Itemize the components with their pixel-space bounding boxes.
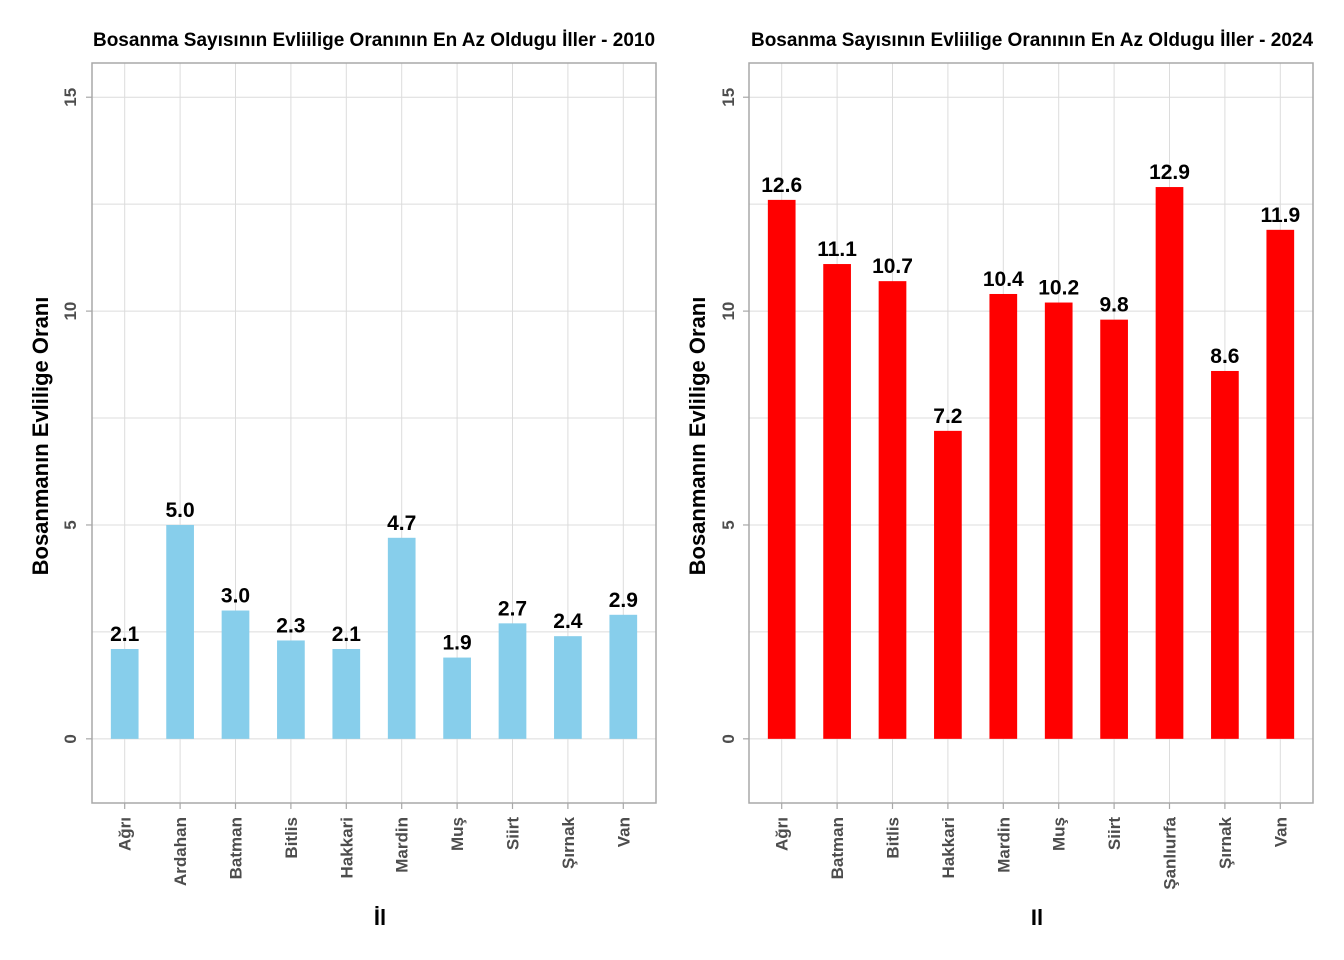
bar-8 bbox=[498, 623, 527, 739]
data-label-6: 10.2 bbox=[1038, 277, 1079, 300]
x-tick-label-5: Mardin bbox=[994, 817, 1013, 873]
x-tick-label-1: Ağrı bbox=[773, 817, 792, 851]
x-tick-label-5: Hakkari bbox=[337, 817, 356, 878]
x-tick-label-2: Batman bbox=[828, 817, 847, 879]
x-tick-label-10: Van bbox=[1271, 817, 1290, 847]
x-tick-label-8: Siirt bbox=[504, 817, 523, 850]
bar-10 bbox=[1266, 229, 1295, 739]
data-label-8: 12.9 bbox=[1149, 161, 1190, 184]
y-tick-label-1: 0 bbox=[719, 734, 738, 743]
x-tick-label-6: Mardin bbox=[393, 817, 412, 873]
x-tick-label-7: Siirt bbox=[1105, 817, 1124, 850]
bar-1 bbox=[767, 199, 796, 739]
y-axis-label: Bosanmanın Evlilige Oranı bbox=[685, 297, 710, 576]
x-tick-label-4: Bitlis bbox=[282, 817, 301, 859]
x-tick-label-4: Hakkari bbox=[939, 817, 958, 878]
x-tick-label-3: Batman bbox=[227, 817, 246, 879]
data-label-2: 11.1 bbox=[817, 238, 857, 261]
bar-9 bbox=[1211, 370, 1239, 739]
x-tick-label-9: Şırnak bbox=[1216, 816, 1235, 869]
y-tick-label-1: 0 bbox=[61, 734, 80, 743]
bar-3 bbox=[221, 610, 250, 739]
bar-5 bbox=[989, 293, 1018, 739]
bar-2 bbox=[166, 524, 194, 739]
x-tick-label-7: Muş bbox=[448, 817, 467, 851]
x-tick-label-1: Ağrı bbox=[116, 817, 135, 851]
data-label-7: 1.9 bbox=[442, 632, 471, 655]
data-label-9: 8.6 bbox=[1210, 345, 1239, 368]
bar-10 bbox=[609, 614, 638, 739]
y-tick-label-4: 15 bbox=[719, 88, 738, 107]
bar-8 bbox=[1155, 187, 1184, 739]
data-label-10: 2.9 bbox=[609, 589, 638, 612]
data-label-5: 2.1 bbox=[332, 623, 362, 646]
data-label-1: 2.1 bbox=[110, 623, 140, 646]
x-tick-label-6: Muş bbox=[1050, 817, 1069, 851]
x-tick-label-3: Bitlis bbox=[884, 817, 903, 859]
plot-frame bbox=[91, 62, 657, 804]
bar-2 bbox=[823, 264, 851, 739]
bar-7 bbox=[1100, 319, 1128, 739]
x-axis-label: Il bbox=[1031, 905, 1043, 930]
data-label-7: 9.8 bbox=[1099, 294, 1129, 317]
bar-6 bbox=[387, 537, 416, 739]
x-axis-label: İl bbox=[374, 905, 386, 930]
y-axis-label: Bosanmanın Evlilige Oranı bbox=[28, 297, 53, 576]
chart-title: Bosanma Sayısının Evliilige Oranının En … bbox=[751, 30, 1313, 51]
bar-5 bbox=[332, 649, 361, 739]
chart-panel-1: 2.1 5.0 3.0 2.3 2.1 4.7 1.9 2.7 2.4 2.9 0 5 10 15 Ağrı… bbox=[28, 30, 657, 930]
data-label-9: 2.4 bbox=[553, 610, 583, 633]
bar-6 bbox=[1044, 302, 1073, 739]
y-tick-label-2: 5 bbox=[61, 520, 80, 529]
bar-3 bbox=[878, 281, 907, 739]
y-tick-label-3: 10 bbox=[719, 302, 738, 321]
data-label-4: 7.2 bbox=[933, 405, 962, 428]
plot-frame bbox=[748, 62, 1314, 804]
data-label-1: 12.6 bbox=[761, 174, 802, 197]
data-label-3: 10.7 bbox=[872, 255, 913, 278]
chart-panel-2: 12.6 11.1 10.7 7.2 10.4 10.2 9.8 12.9 8.6 11.9 0 5 1… bbox=[685, 30, 1314, 930]
bar-1 bbox=[110, 649, 139, 739]
data-label-10: 11.9 bbox=[1260, 204, 1300, 227]
data-label-5: 10.4 bbox=[983, 268, 1024, 291]
x-tick-label-2: Ardahan bbox=[171, 817, 190, 886]
data-label-4: 2.3 bbox=[276, 614, 305, 637]
bar-4 bbox=[934, 430, 962, 739]
y-tick-label-4: 15 bbox=[61, 88, 80, 107]
x-tick-label-9: Şırnak bbox=[559, 816, 578, 869]
bar-9 bbox=[554, 636, 582, 739]
data-label-3: 3.0 bbox=[221, 585, 250, 608]
data-label-8: 2.7 bbox=[498, 597, 527, 620]
bar-4 bbox=[277, 640, 305, 739]
x-tick-label-10: Van bbox=[614, 817, 633, 847]
bar-7 bbox=[443, 657, 471, 739]
x-tick-label-8: Şanlıurfa bbox=[1161, 816, 1180, 889]
data-label-2: 5.0 bbox=[165, 499, 194, 522]
chart-title: Bosanma Sayısının Evliilige Oranının En … bbox=[93, 30, 655, 51]
data-label-6: 4.7 bbox=[387, 512, 416, 535]
y-tick-label-3: 10 bbox=[61, 302, 80, 321]
y-tick-label-2: 5 bbox=[719, 520, 738, 529]
